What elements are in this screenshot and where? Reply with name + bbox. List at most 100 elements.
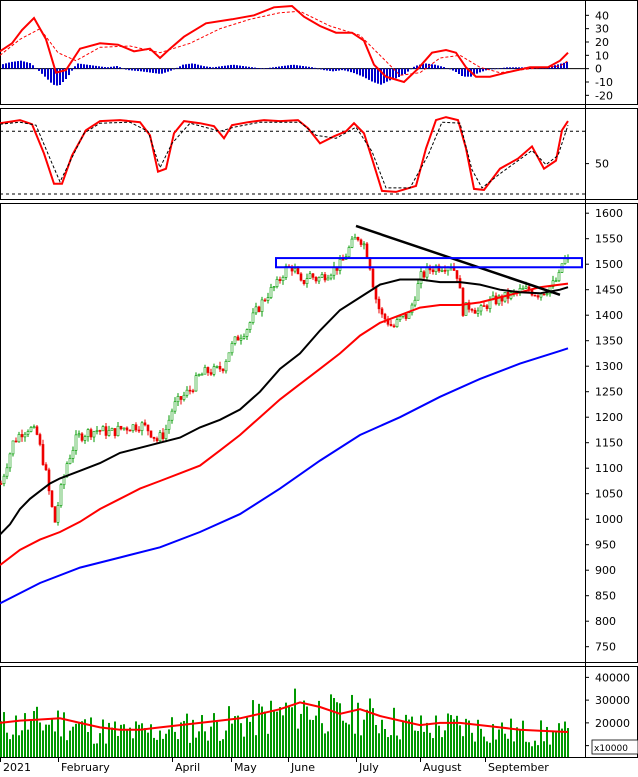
macd-histogram-bar [137,68,139,72]
macd-histogram-bar [278,66,280,69]
volume-bar [369,698,371,757]
volume-bar [474,741,476,757]
volume-bar [387,737,389,757]
price-candle-body [380,308,384,315]
volume-bar [360,735,362,757]
volume-bar [453,719,455,757]
resistance-trendline [355,224,561,296]
volume-bar [93,743,95,757]
volume-bar [33,711,35,757]
volume-bar [525,741,527,757]
volume-bar [501,722,503,757]
price-candle-body [38,434,42,445]
volume-bar [324,733,326,757]
x-axis: 2021 February April May June July August Septem… [0,757,549,774]
volume-bar [222,739,224,757]
price-candle-body [221,368,225,372]
price-candle-body [359,239,363,245]
volume-tick-label: 30000 [595,694,630,707]
price-tick-label: 900 [595,564,616,577]
volume-bar [102,719,104,757]
volume-bar [210,726,212,757]
volume-bar [528,742,530,757]
macd-histogram-bar [200,65,202,69]
price-candle-body [395,319,399,328]
macd-histogram-bar [131,68,133,71]
price-candle-body [371,268,375,288]
macd-histogram-bar [188,63,190,69]
macd-histogram-bar [485,68,487,71]
volume-bar [240,723,242,757]
volume-bar [516,727,518,757]
price-candle-body [233,336,237,344]
macd-histogram-bar [14,61,16,69]
macd-histogram-bar [227,65,229,69]
volume-bar [534,740,536,757]
macd-histogram-bar [287,65,289,69]
volume-bar [45,724,47,757]
macd-histogram-bar [371,68,373,82]
volume-bar [48,724,50,757]
volume-bar [564,721,566,757]
volume-bar [561,728,563,757]
x-axis-label: 2021 [3,761,31,773]
macd-histogram-bar [359,68,361,76]
x-axis-label: February [61,761,110,773]
macd-histogram-bar [68,68,70,76]
volume-bar [249,721,251,757]
volume-bar [567,728,569,757]
macd-tick-label: 20 [595,36,609,49]
volume-bar [99,733,101,757]
macd-histogram-bar [395,68,397,79]
moving-average-red [0,282,569,566]
macd-histogram-bar [128,68,130,71]
price-candle-body [125,427,129,431]
macd-histogram-bar [212,67,214,69]
volume-bar [27,729,29,757]
price-candle-body [374,286,378,300]
macd-histogram-bar [245,66,247,69]
macd-histogram-bar [266,68,268,69]
volume-bar [252,700,254,757]
moving-average-blue [0,347,569,605]
volume-bar [69,730,71,757]
volume-bar [264,711,266,757]
price-candle-body [416,283,420,301]
price-candle-body [128,429,132,432]
price-candle-body [245,329,249,337]
macd-histogram-bar [215,66,217,69]
volume-bar [201,715,203,757]
price-candle-body [329,274,333,279]
macd-histogram-bar [365,68,367,79]
price-candle-body [467,302,471,310]
volume-bar [444,730,446,757]
macd-histogram-bar [221,66,223,69]
volume-bar [282,715,284,757]
macd-histogram-bar [224,65,226,69]
price-tick-label: 1600 [595,207,623,220]
volume-bar [9,739,11,757]
macd-histogram-bar [239,65,241,69]
macd-histogram-bar [176,67,178,69]
price-candle-body [179,396,183,400]
volume-bar [159,730,161,757]
price-candle-body [473,309,477,314]
volume-bar [18,735,20,757]
price-candle-body [314,277,318,282]
volume-scale-label-box [591,739,638,755]
macd-histogram-bar [269,67,271,69]
macd-histogram-bar [350,68,352,73]
price-candle-body [137,429,141,432]
macd-histogram-bar [173,68,175,70]
volume-bar [414,730,416,757]
macd-histogram-bar [77,63,79,69]
macd-histogram-bar [194,63,196,69]
price-candle-body [110,428,114,431]
macd-histogram-bar [377,68,379,84]
macd-histogram-bar [263,68,265,70]
price-tick-label: 1550 [595,233,623,246]
macd-histogram-bar [302,66,304,69]
volume-bar [321,723,323,757]
price-candle-body [164,429,168,439]
